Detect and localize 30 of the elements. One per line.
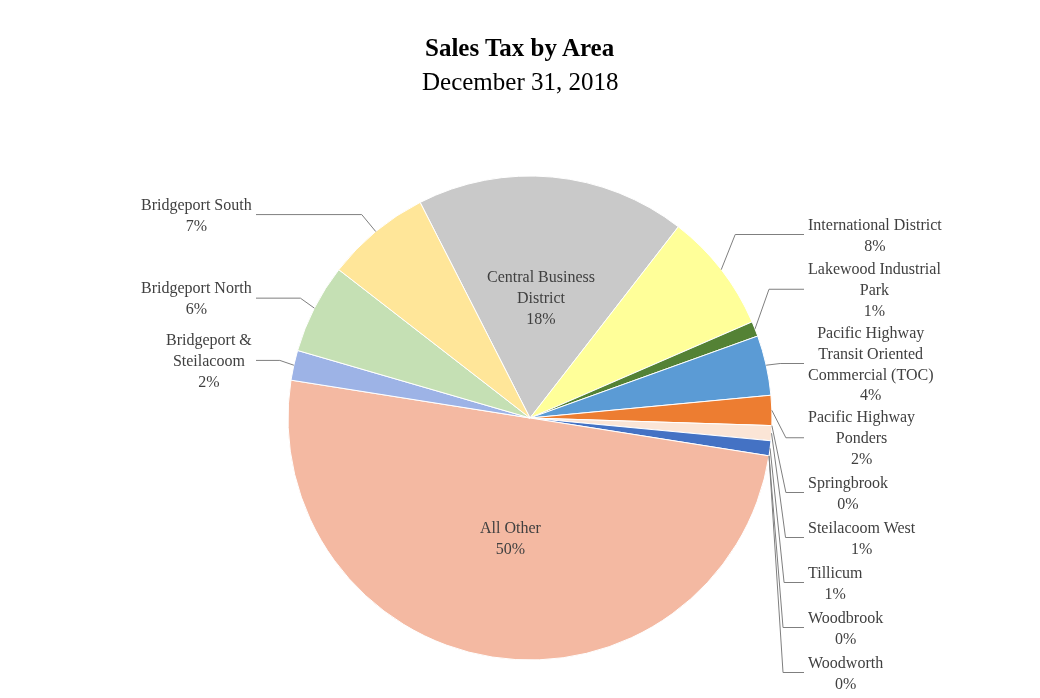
data-label: 7% xyxy=(185,216,207,234)
category-label: Woodbrook xyxy=(808,609,884,626)
data-label: 1% xyxy=(824,584,846,602)
data-label: 6% xyxy=(185,299,207,317)
data-label: 4% xyxy=(860,386,882,404)
data-label: 1% xyxy=(863,301,886,319)
data-label: 8% xyxy=(864,236,886,254)
category-label: Springbrook xyxy=(808,474,888,491)
data-label: 2% xyxy=(198,372,220,390)
text: 0% xyxy=(834,629,857,647)
slice-label: Bridgeport South xyxy=(141,196,252,214)
text: 0% xyxy=(834,674,857,692)
slice-label: Central Business District xyxy=(487,268,595,306)
slice-label: Tillicum xyxy=(808,564,864,581)
data-label: 18% xyxy=(526,309,556,327)
data-label: 2% xyxy=(850,449,873,467)
slice-label: Bridgeport North xyxy=(141,279,252,297)
slice-label: Bridgeport & Steilacoom xyxy=(166,331,253,369)
chart-subtitle: December 31, 2018 xyxy=(422,68,619,95)
text: 0% xyxy=(837,494,859,512)
slice-label: All Other xyxy=(480,519,542,536)
data-label: 1% xyxy=(850,539,873,557)
slice-label: Steilacoom West xyxy=(808,519,916,536)
data-label: 50% xyxy=(495,539,526,557)
slice-label: Pacific Highway Transit Oriented Commercial (TOC) xyxy=(808,324,934,384)
slice-label: Pacific Highway Ponders xyxy=(808,408,916,446)
chart-title: Sales Tax by Area xyxy=(425,34,615,61)
category-label: Woodworth xyxy=(808,654,884,671)
slice-label: International District xyxy=(808,216,943,233)
slice-label: Lakewood Industrial Park xyxy=(808,260,942,298)
